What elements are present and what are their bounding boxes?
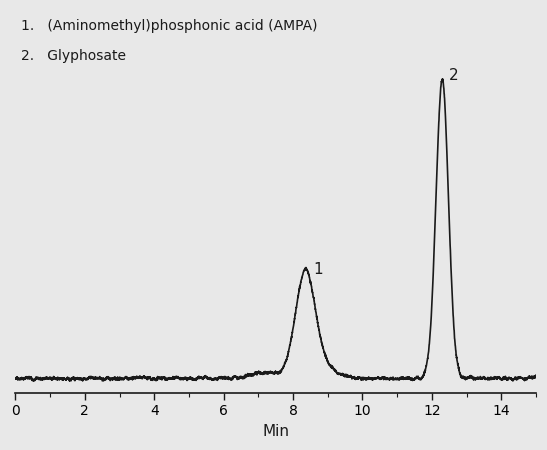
Text: 2: 2 [449, 68, 458, 83]
Text: 1: 1 [313, 262, 323, 277]
X-axis label: Min: Min [262, 424, 289, 439]
Text: 1.   (Aminomethyl)phosphonic acid (AMPA): 1. (Aminomethyl)phosphonic acid (AMPA) [21, 19, 317, 33]
Text: 2.   Glyphosate: 2. Glyphosate [21, 50, 126, 63]
